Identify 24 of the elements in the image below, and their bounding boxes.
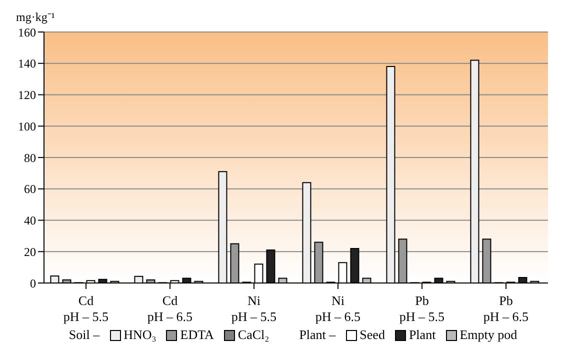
x-tick-label: Cd pH – 5.5	[63, 293, 109, 324]
x-tick-label: Ni pH – 5.5	[231, 293, 277, 324]
y-axis-title: mg·kg⁻¹	[16, 9, 55, 25]
legend-label: EDTA	[180, 327, 214, 343]
x-tick-label: Pb pH – 5.5	[399, 293, 445, 324]
text: Plant –	[299, 327, 336, 343]
text: Soil –	[68, 327, 100, 343]
y-tick-label: 160	[18, 25, 36, 40]
y-tick-label: 100	[18, 119, 36, 134]
y-tick-label: 20	[24, 244, 36, 259]
legend-label: Plant	[408, 327, 436, 343]
legend-label: HNO₃	[124, 327, 156, 343]
y-tick-label: 40	[24, 214, 36, 228]
x-tick-label: Pb pH – 6.5	[483, 293, 529, 324]
y-tick-label: 120	[18, 88, 36, 102]
x-tick-label: Cd pH – 6.5	[147, 293, 193, 324]
legend-label: Seed	[360, 327, 385, 343]
y-tick-label: 140	[18, 56, 36, 71]
y-tick-label: 60	[24, 182, 36, 196]
y-tick-label: 80	[24, 150, 36, 165]
legend-label: CaCl₂	[238, 327, 270, 343]
y-tick-label: 0	[30, 276, 36, 290]
x-tick-label: Ni pH – 6.5	[315, 293, 361, 324]
legend-label: Empty pod	[460, 327, 518, 343]
